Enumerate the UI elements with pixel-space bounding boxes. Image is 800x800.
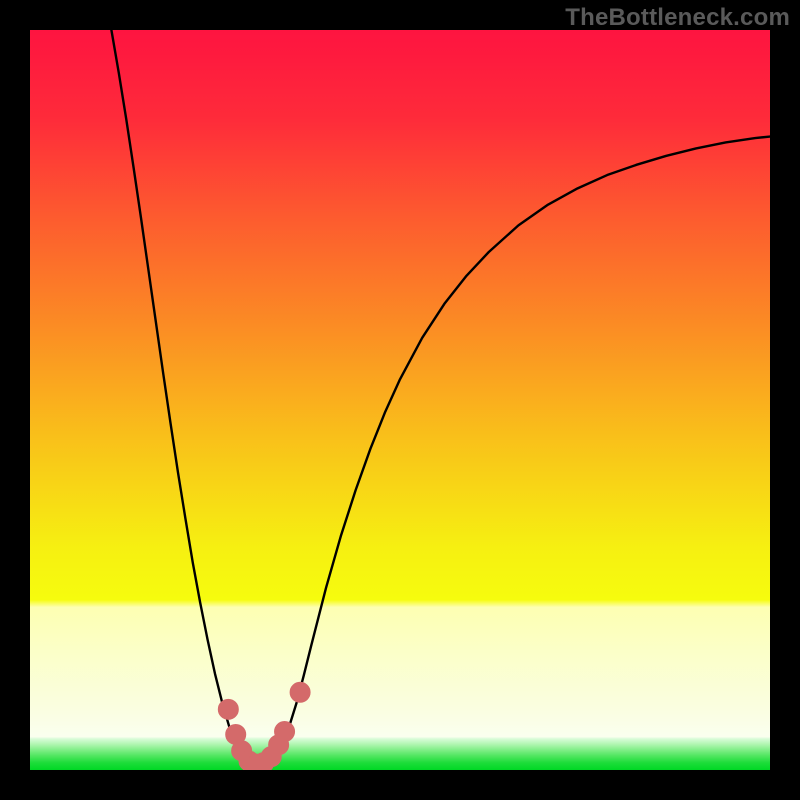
watermark-text: TheBottleneck.com	[565, 4, 790, 32]
plot-area	[30, 30, 770, 770]
gradient-background	[30, 30, 770, 770]
curve-marker	[275, 722, 295, 742]
chart-frame: TheBottleneck.com	[0, 0, 800, 800]
curve-marker	[218, 699, 238, 719]
bottleneck-curve-chart	[30, 30, 770, 770]
curve-marker	[290, 682, 310, 702]
